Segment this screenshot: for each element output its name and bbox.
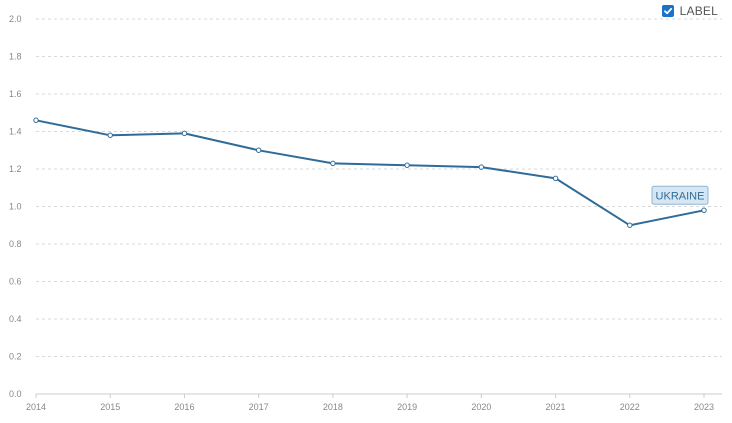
x-tick-label: 2022 — [620, 402, 640, 412]
x-tick-label: 2021 — [546, 402, 566, 412]
data-point[interactable] — [181, 130, 188, 137]
data-point[interactable] — [330, 160, 336, 167]
y-axis-ticks: 0.0 0.2 0.4 0.6 0.8 1.0 1.2 1.4 1.6 1.8 2.0 — [9, 14, 22, 399]
series-label-box — [651, 185, 709, 205]
y-tick-label: 0.4 — [9, 314, 22, 324]
series-label-text: UKRAINE — [656, 190, 705, 202]
series-layer: UKRAINE — [33, 117, 709, 228]
y-tick-label: 1.0 — [9, 202, 22, 212]
y-tick-label: 1.8 — [9, 52, 22, 62]
x-axis-ticks: 2014 2015 2016 2017 2018 2019 2020 2021 2022 2023 — [26, 394, 714, 412]
x-tick-label: 2016 — [174, 402, 194, 412]
data-point[interactable] — [627, 222, 633, 228]
data-point[interactable] — [404, 162, 410, 168]
x-tick-label: 2023 — [694, 402, 714, 412]
series-ukraine: UKRAINE — [33, 117, 709, 228]
checkmark-icon — [663, 7, 672, 15]
y-tick-label: 0.8 — [9, 239, 22, 249]
y-tick-label: 0.0 — [9, 389, 22, 399]
y-tick-label: 1.6 — [9, 89, 22, 99]
label-toggle[interactable]: LABEL — [661, 4, 718, 18]
label-toggle-text: LABEL — [679, 4, 718, 18]
data-point[interactable] — [107, 132, 113, 138]
data-point[interactable] — [701, 207, 707, 213]
x-tick-label: 2017 — [249, 402, 269, 412]
y-tick-label: 1.4 — [9, 127, 22, 137]
series-line — [35, 119, 705, 227]
y-tick-label: 2.0 — [9, 14, 22, 24]
x-tick-label: 2015 — [100, 402, 120, 412]
series-label-tag: UKRAINE — [651, 185, 709, 205]
data-point[interactable] — [255, 147, 262, 153]
label-checkbox[interactable] — [661, 5, 674, 17]
x-tick-label: 2019 — [397, 402, 417, 412]
y-tick-label: 0.2 — [9, 352, 22, 362]
grid-lines — [36, 18, 722, 357]
data-point[interactable] — [33, 117, 39, 123]
x-tick-label: 2018 — [323, 402, 343, 412]
x-tick-label: 2020 — [471, 402, 491, 412]
y-tick-label: 1.2 — [9, 164, 22, 174]
x-tick-label: 2014 — [26, 402, 46, 412]
y-tick-label: 0.6 — [9, 277, 22, 287]
data-point[interactable] — [478, 164, 485, 170]
data-point[interactable] — [552, 175, 559, 182]
